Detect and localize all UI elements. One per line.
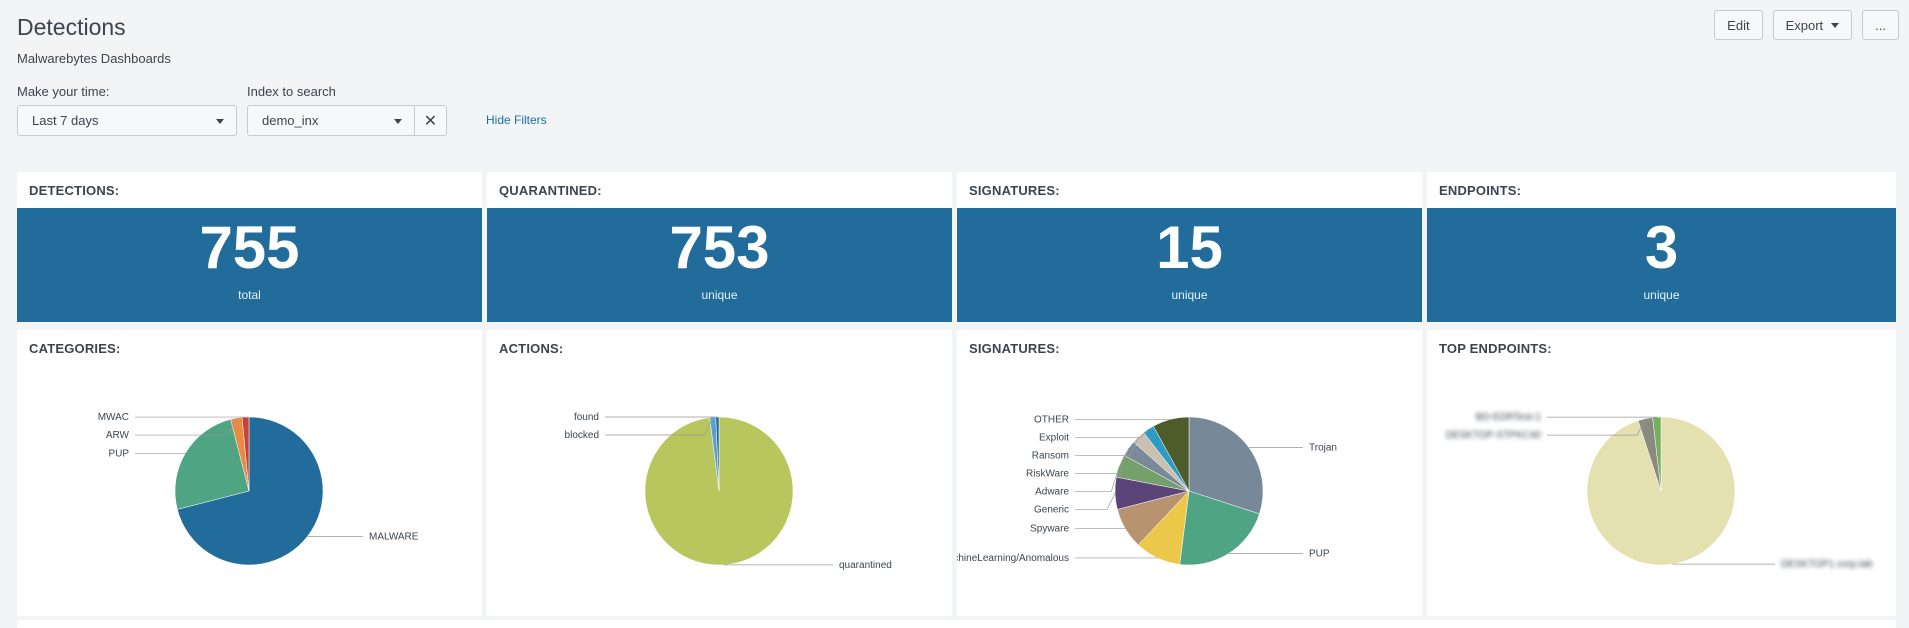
- slice-label: DESKTOP1.corp.lab: [1781, 559, 1873, 570]
- index-filter-label: Index to search: [247, 84, 336, 99]
- clear-index-button[interactable]: ✕: [415, 105, 447, 136]
- slice-label: MWAC: [98, 412, 129, 423]
- slice-label: MALWARE: [369, 531, 419, 542]
- single-value-number: 3: [1644, 214, 1679, 281]
- top-actions: Edit Export ...: [1714, 10, 1899, 40]
- leader-line: [1075, 428, 1149, 438]
- panel-title: SIGNATURES:: [969, 341, 1060, 356]
- slice-label: Ransom: [1032, 450, 1069, 461]
- export-button-label: Export: [1785, 17, 1824, 33]
- leader-line: [1075, 465, 1120, 492]
- panel-title: QUARANTINED:: [499, 183, 602, 198]
- slice-label: PUP: [1309, 548, 1330, 559]
- pie-slice-pup[interactable]: [1179, 490, 1260, 566]
- single-value: 15 unique: [957, 208, 1422, 322]
- single-value-number: 755: [199, 214, 300, 281]
- slice-label: PUP: [108, 448, 129, 459]
- slice-label: DESKTOP-STPKC40: [1446, 430, 1542, 441]
- single-value-unit: unique: [1171, 288, 1208, 302]
- actions-panel: ACTIONS: quarantined found blocked: [487, 330, 952, 616]
- slice-label: quarantined: [839, 560, 892, 571]
- slice-label: RiskWare: [1026, 468, 1069, 479]
- index-select-value: demo_inx: [262, 113, 319, 128]
- chevron-down-icon: [394, 119, 402, 124]
- single-value: 755 total: [17, 208, 482, 322]
- panel-title: TOP ENDPOINTS:: [1439, 341, 1552, 356]
- slice-label: Exploit: [1039, 432, 1069, 443]
- single-value-number: 15: [1156, 214, 1223, 281]
- leader-line: [1075, 493, 1116, 510]
- categories-panel: CATEGORIES: MALWARE MWAC ARW PUP: [17, 330, 482, 616]
- panel-title: ACTIONS:: [499, 341, 564, 356]
- time-select-value: Last 7 days: [32, 113, 99, 128]
- hide-filters-link[interactable]: Hide Filters: [486, 113, 547, 127]
- leader-line: [605, 417, 714, 436]
- slice-label: found: [574, 412, 599, 423]
- top-endpoints-pie-chart: DESKTOP1.corp.lab BD-EDRTest-1 DESKTOP-STP…: [1446, 412, 1873, 570]
- pie-slice-bd-edrtest-1[interactable]: [1652, 416, 1662, 492]
- slice-label: blocked: [565, 430, 599, 441]
- signatures-count-panel: SIGNATURES: 15 unique: [957, 172, 1422, 322]
- panel-title: SIGNATURES:: [969, 183, 1060, 198]
- single-value-unit: total: [238, 288, 261, 302]
- edit-button[interactable]: Edit: [1714, 10, 1763, 40]
- edit-button-label: Edit: [1727, 17, 1750, 33]
- signatures-pie-chart: Trojan PUP OTHER Exploit Ransom RiskWare Adwar…: [957, 414, 1337, 566]
- endpoints-panel: ENDPOINTS: 3 unique: [1427, 172, 1896, 322]
- pie-slice-pup[interactable]: [174, 419, 250, 510]
- categories-pie-chart: MALWARE MWAC ARW PUP: [98, 412, 419, 566]
- page-subtitle: Malwarebytes Dashboards: [17, 51, 171, 66]
- leader-line: [1075, 448, 1129, 474]
- panel-title: CATEGORIES:: [29, 341, 121, 356]
- leader-line: [135, 417, 237, 436]
- next-panel-row: [17, 620, 1896, 628]
- slice-label: MachineLearning/Anomalous: [957, 553, 1069, 564]
- single-value-unit: unique: [701, 288, 738, 302]
- export-button[interactable]: Export: [1772, 10, 1853, 40]
- quarantined-panel: QUARANTINED: 753 unique: [487, 172, 952, 322]
- slice-label: ARW: [106, 430, 130, 441]
- pie-slice-trojan[interactable]: [1188, 416, 1264, 515]
- slice-label: Spyware: [1030, 524, 1069, 535]
- top-endpoints-panel: TOP ENDPOINTS: DESKTOP1.corp.lab BD-EDRTe…: [1427, 330, 1896, 616]
- more-button-label: ...: [1875, 17, 1886, 33]
- page-title: Detections: [17, 14, 126, 40]
- time-filter-label: Make your time:: [17, 84, 110, 99]
- index-select[interactable]: demo_inx: [247, 105, 415, 136]
- leader-line: [1547, 418, 1646, 436]
- single-value-number: 753: [669, 214, 770, 281]
- slice-label: Adware: [1035, 486, 1069, 497]
- single-value: 3 unique: [1427, 208, 1896, 322]
- single-value-unit: unique: [1643, 288, 1680, 302]
- panel-title: ENDPOINTS:: [1439, 183, 1522, 198]
- slice-label: OTHER: [1034, 414, 1069, 425]
- more-button[interactable]: ...: [1862, 10, 1899, 40]
- chevron-down-icon: [216, 119, 224, 124]
- signatures-panel: SIGNATURES: Trojan PUP OTHER Exploit Ransom R…: [957, 330, 1422, 616]
- leader-line: [1075, 436, 1139, 456]
- detections-panel: DETECTIONS: 755 total: [17, 172, 482, 322]
- chevron-down-icon: [1831, 22, 1840, 28]
- single-value: 753 unique: [487, 208, 952, 322]
- close-icon: ✕: [423, 112, 438, 130]
- pie-slice-malware[interactable]: [177, 416, 324, 566]
- time-select[interactable]: Last 7 days: [17, 105, 237, 136]
- actions-pie-chart: quarantined found blocked: [565, 412, 892, 571]
- slice-label: Generic: [1034, 504, 1069, 515]
- slice-label: BD-EDRTest-1: [1476, 412, 1542, 423]
- slice-label: Trojan: [1309, 443, 1337, 454]
- panel-title: DETECTIONS:: [29, 183, 120, 198]
